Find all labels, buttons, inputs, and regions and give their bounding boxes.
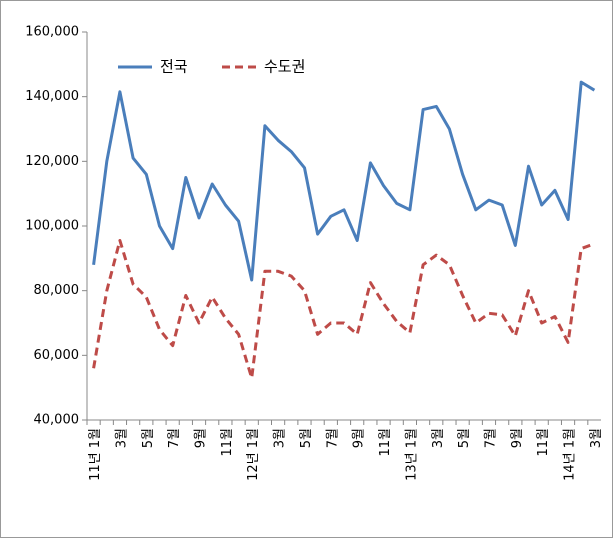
x-tick-label: 9월 — [194, 428, 209, 448]
x-tick-label: 3월 — [273, 428, 288, 448]
x-tick-label: 3월 — [431, 428, 446, 448]
x-tick-label: 3월 — [589, 428, 604, 448]
x-tick-label: 9월 — [352, 428, 367, 448]
x-tick-label: 12년 1월 — [246, 428, 261, 481]
x-tick-label: 11년 1월 — [88, 428, 103, 481]
x-tick-label: 7월 — [167, 428, 182, 448]
x-tick-label: 11월 — [536, 428, 551, 457]
x-tick-label: 7월 — [483, 428, 498, 448]
y-tick-label: 40,000 — [34, 413, 80, 428]
x-tick-label: 14년 1월 — [563, 428, 578, 481]
y-tick-label: 60,000 — [34, 348, 80, 363]
series-line — [92, 80, 596, 282]
series-line — [92, 239, 595, 380]
x-tick-label: 7월 — [325, 428, 340, 448]
legend-label: 수도권 — [264, 58, 305, 76]
legend-label: 전국 — [160, 58, 188, 76]
x-tick-label: 5월 — [141, 428, 156, 448]
x-tick-label: 3월 — [114, 428, 129, 448]
x-tick-label: 5월 — [299, 428, 314, 448]
y-tick-label: 100,000 — [25, 219, 79, 234]
x-tick-label: 9월 — [510, 428, 525, 448]
y-tick-label: 120,000 — [25, 154, 79, 169]
x-tick-label: 11월 — [220, 428, 235, 457]
y-tick-label: 80,000 — [34, 283, 80, 298]
x-tick-label: 5월 — [457, 428, 472, 448]
y-tick-label: 160,000 — [25, 25, 79, 40]
x-tick-label: 11월 — [378, 428, 393, 457]
x-tick-label: 13년 1월 — [404, 428, 419, 481]
y-tick-label: 140,000 — [25, 89, 79, 104]
